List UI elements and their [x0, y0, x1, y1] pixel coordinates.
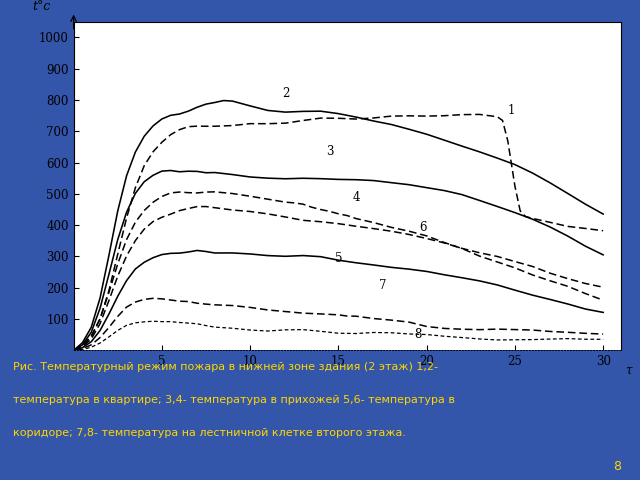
Text: 1: 1 — [508, 104, 515, 117]
Text: 8: 8 — [613, 460, 621, 473]
Text: Рис. Температурный режим пожара в нижней зоне здания (2 этаж) 1,2-: Рис. Температурный режим пожара в нижней… — [13, 362, 438, 372]
Text: 5: 5 — [335, 252, 342, 264]
Text: 4: 4 — [352, 191, 360, 204]
Text: 7: 7 — [379, 279, 387, 292]
Text: 3: 3 — [326, 145, 333, 158]
Text: коридоре; 7,8- температура на лестничной клетке второго этажа.: коридоре; 7,8- температура на лестничной… — [13, 428, 406, 438]
Text: 2: 2 — [282, 87, 289, 100]
Text: t°c: t°c — [33, 0, 51, 13]
Text: 8: 8 — [414, 328, 422, 341]
Text: τ  Мин: τ Мин — [627, 363, 640, 376]
Text: 6: 6 — [419, 221, 427, 234]
Text: температура в квартире; 3,4- температура в прихожей 5,6- температура в: температура в квартире; 3,4- температура… — [13, 395, 454, 405]
